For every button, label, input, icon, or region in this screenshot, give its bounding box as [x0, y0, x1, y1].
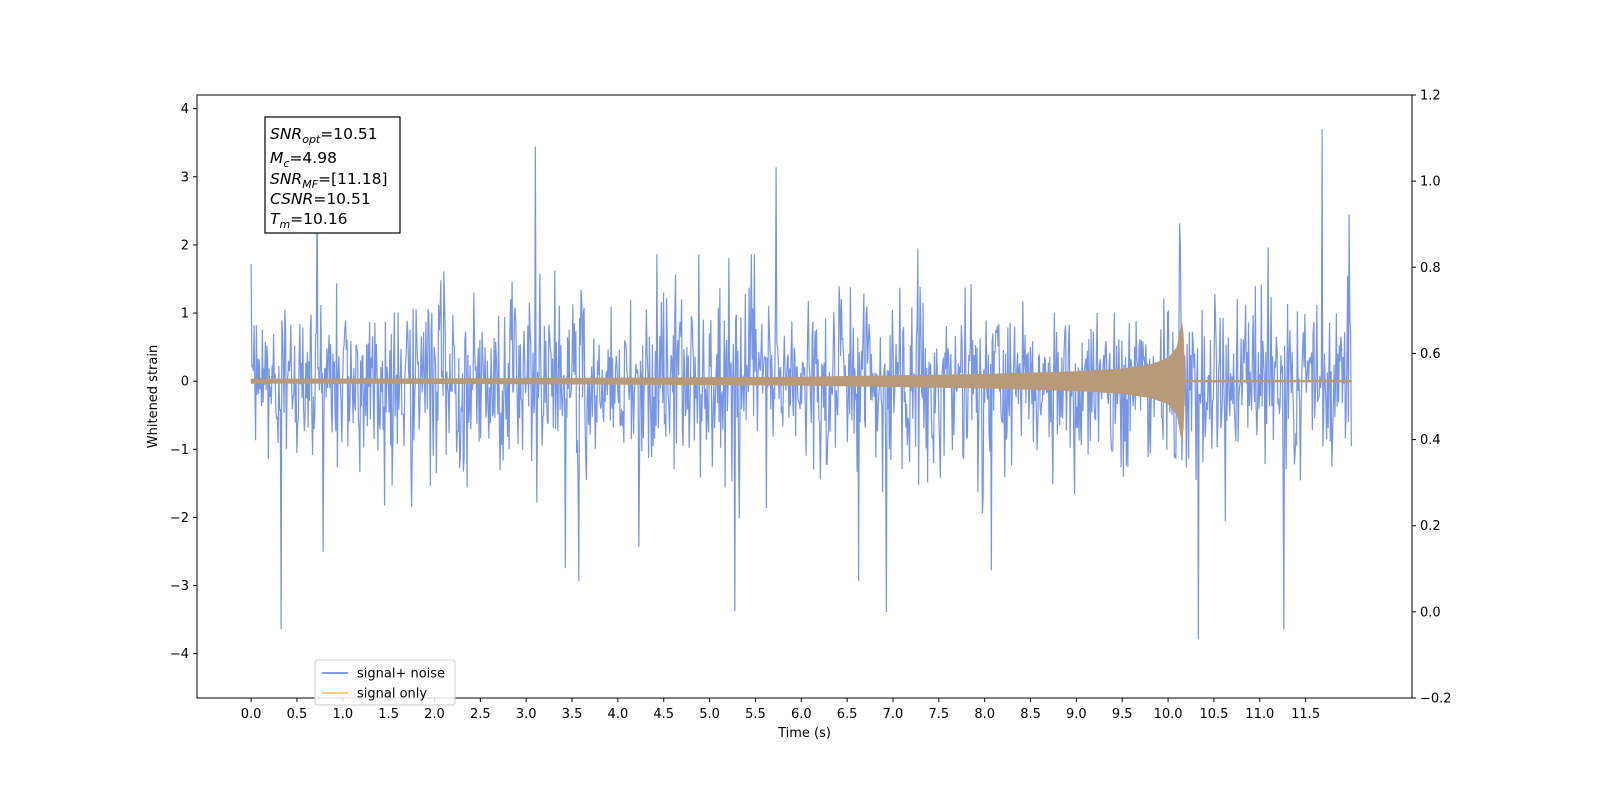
annotation-line: SNRopt=10.51 [270, 125, 378, 146]
x-tick-label: 2.0 [424, 707, 445, 722]
x-axis-label: Time (s) [777, 726, 831, 741]
annotation-line: Mc=4.98 [270, 149, 337, 170]
y-tick-label: 4 [181, 102, 189, 117]
y2-tick-label: 1.0 [1420, 175, 1441, 190]
y2-tick-label: 1.2 [1420, 89, 1441, 104]
x-tick-label: 4.5 [653, 707, 674, 722]
x-tick-label: 10.5 [1199, 707, 1228, 722]
legend-label: signal only [357, 687, 427, 702]
annotation-line: Tm=10.16 [270, 210, 348, 231]
x-tick-label: 9.5 [1112, 707, 1133, 722]
x-tick-label: 11.0 [1245, 707, 1274, 722]
y-axis-label: Whitened strain [146, 345, 161, 448]
axes: 0.0 0.5 1.0 1.5 2.0 2.5 3.0 3.5 4.0 4.5 5.0 5.5 6.0 6… [146, 89, 1452, 742]
y-tick-label: −2 [170, 511, 189, 526]
x-tick-label: 5.5 [745, 707, 766, 722]
legend-frame [314, 659, 456, 706]
y2-tick-label: 0.8 [1420, 261, 1441, 276]
y-tick-label: 2 [181, 238, 189, 253]
x-tick-label: 3.0 [516, 707, 537, 722]
y-tick-label: −4 [170, 647, 189, 662]
x-tick-label: 6.0 [791, 707, 812, 722]
x-tick-label: 1.0 [332, 707, 353, 722]
y2-tick-label: 0.0 [1420, 605, 1441, 620]
signal-only-line [250, 322, 1352, 441]
x-tick-label: 2.5 [470, 707, 491, 722]
x-tick-label: 5.0 [699, 707, 720, 722]
y2-tick-label: 0.6 [1420, 347, 1441, 362]
x-tick-label: 9.0 [1066, 707, 1087, 722]
y2-tick-label: 0.4 [1420, 433, 1441, 448]
annotation-box-frame [264, 116, 401, 234]
x-tick-label: 8.0 [974, 707, 995, 722]
x-tick-label: 3.5 [562, 707, 583, 722]
x-tick-label: 7.5 [928, 707, 949, 722]
plot-area [250, 129, 1352, 640]
x-tick-label: 11.5 [1291, 707, 1320, 722]
y2-axis-ticks: −0.2 0.0 0.2 0.4 0.6 0.8 1.0 1.2 [1412, 89, 1452, 707]
x-tick-label: 0.5 [287, 707, 308, 722]
x-tick-label: 8.5 [1020, 707, 1041, 722]
y2-tick-label: −0.2 [1420, 692, 1452, 707]
x-tick-label: 1.5 [378, 707, 399, 722]
x-tick-label: 7.0 [883, 707, 904, 722]
x-tick-label: 10.0 [1154, 707, 1183, 722]
signal-plus-noise-line [250, 129, 1352, 640]
y-tick-label: 3 [181, 170, 189, 185]
annotation-box: SNRopt=10.51 Mc=4.98SNRMF=[11.18]CSNR=10.… [264, 116, 401, 234]
y-tick-label: −3 [170, 579, 189, 594]
y-axis-ticks: −4 −3 −2 −1 0 1 2 3 4 [170, 102, 197, 662]
legend: signal+ noise signal only [314, 659, 456, 706]
legend-label: signal+ noise [357, 667, 445, 682]
y2-tick-label: 0.2 [1420, 519, 1441, 534]
annotation-line: CSNR=10.51 [270, 190, 371, 208]
y-tick-label: 0 [181, 375, 189, 390]
x-tick-label: 0.0 [241, 707, 262, 722]
annotation-line: SNRMF=[11.18] [270, 170, 388, 191]
x-tick-label: 4.0 [608, 707, 629, 722]
axes-frame [196, 94, 1413, 699]
x-axis-ticks: 0.0 0.5 1.0 1.5 2.0 2.5 3.0 3.5 4.0 4.5 5.0 5.5 6.0 6… [241, 698, 1320, 722]
y-tick-label: 1 [181, 307, 189, 322]
x-tick-label: 6.5 [837, 707, 858, 722]
y-tick-label: −1 [170, 443, 189, 458]
